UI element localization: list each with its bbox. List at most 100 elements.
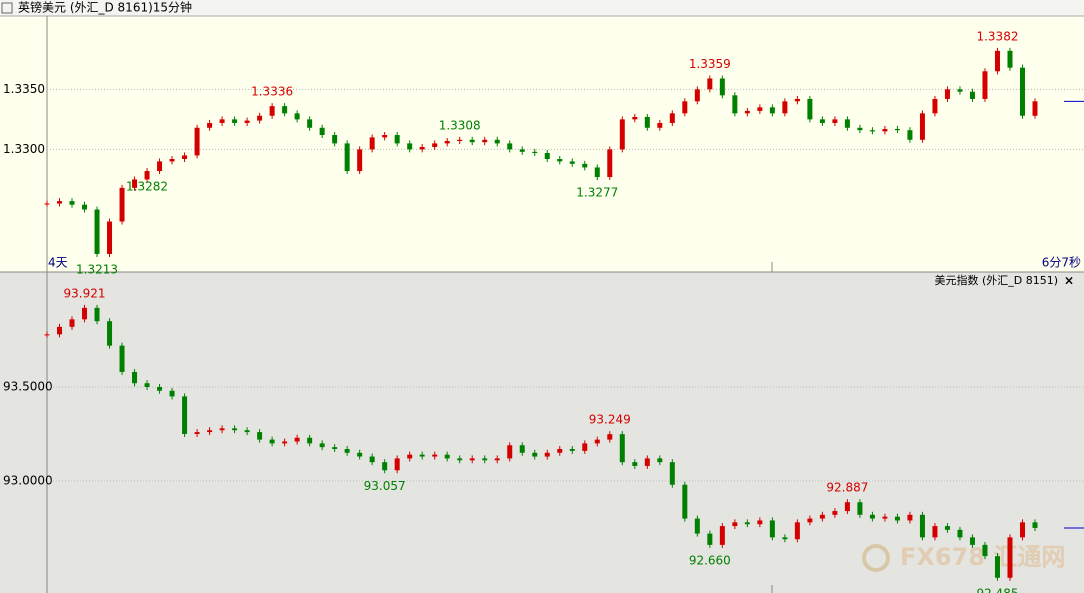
candle xyxy=(857,502,863,515)
candle xyxy=(744,110,750,114)
candle xyxy=(619,119,625,150)
candle xyxy=(469,139,475,143)
candle xyxy=(569,161,575,164)
candle xyxy=(607,434,613,440)
icon xyxy=(1,2,13,14)
candle xyxy=(807,98,813,120)
candle xyxy=(169,390,175,397)
candle xyxy=(782,537,788,540)
candle xyxy=(1007,50,1013,68)
candle xyxy=(557,449,563,453)
candle xyxy=(332,134,338,144)
candle xyxy=(82,204,88,210)
bottom-panel xyxy=(0,272,1084,593)
candle xyxy=(994,556,1000,578)
candle xyxy=(457,458,463,461)
candle xyxy=(494,458,500,461)
candle xyxy=(494,139,500,144)
candle xyxy=(794,522,800,540)
price-annotation: 1.3382 xyxy=(976,29,1018,43)
candle xyxy=(419,147,425,150)
candle xyxy=(757,520,763,525)
candle xyxy=(819,119,825,123)
candle xyxy=(132,179,138,188)
candle xyxy=(719,526,725,545)
price-annotation: 92.887 xyxy=(826,481,868,495)
candle xyxy=(657,122,663,128)
candle xyxy=(869,514,875,519)
candle xyxy=(357,149,363,172)
price-annotation: 1.3213 xyxy=(76,262,118,276)
price-annotation: 93.249 xyxy=(589,413,631,427)
candle xyxy=(832,119,838,123)
candle xyxy=(357,452,363,457)
candle xyxy=(507,445,513,459)
candle xyxy=(232,428,238,431)
candle xyxy=(169,159,175,162)
candle xyxy=(919,113,925,140)
candle xyxy=(582,443,588,451)
candle xyxy=(282,441,288,444)
candle xyxy=(669,462,675,485)
close-button[interactable]: × xyxy=(1064,274,1074,288)
candle xyxy=(882,128,888,132)
candle xyxy=(994,50,1000,72)
candle xyxy=(707,78,713,90)
candle xyxy=(682,484,688,519)
candle xyxy=(257,115,263,121)
candle xyxy=(132,371,138,384)
candle xyxy=(107,221,113,254)
y-tick-label: 1.3350 xyxy=(3,82,45,96)
candle xyxy=(657,458,663,463)
candle xyxy=(582,163,588,168)
candle xyxy=(482,139,488,143)
candle xyxy=(119,187,125,222)
candle xyxy=(632,462,638,466)
candle xyxy=(1019,67,1025,116)
candle xyxy=(369,137,375,150)
candle xyxy=(294,113,300,120)
candle xyxy=(219,119,225,123)
candle xyxy=(532,151,538,154)
candle xyxy=(919,514,925,538)
candle xyxy=(307,437,313,444)
candle xyxy=(719,78,725,96)
candle xyxy=(182,155,188,160)
candle xyxy=(732,522,738,527)
candle xyxy=(432,454,438,457)
candle xyxy=(394,458,400,471)
candle xyxy=(969,537,975,545)
candle xyxy=(769,520,775,538)
candle xyxy=(182,396,188,434)
candle xyxy=(144,383,150,387)
candle xyxy=(744,522,750,525)
candle xyxy=(982,71,988,99)
candle xyxy=(69,319,75,327)
candle xyxy=(644,116,650,128)
price-annotation: 93.921 xyxy=(64,286,106,300)
candle xyxy=(207,430,213,433)
candle xyxy=(319,127,325,135)
candle xyxy=(807,518,813,523)
candle xyxy=(507,143,513,150)
candle xyxy=(757,107,763,111)
candle xyxy=(957,89,963,92)
candle xyxy=(907,514,913,521)
candle xyxy=(519,445,525,453)
candle xyxy=(444,140,450,144)
candle xyxy=(257,432,263,440)
candle xyxy=(944,89,950,99)
candle xyxy=(932,526,938,538)
price-annotation: 1.3336 xyxy=(251,85,293,99)
candle xyxy=(569,449,575,451)
candle xyxy=(832,511,838,515)
candle xyxy=(319,443,325,448)
price-annotation: 92.485 xyxy=(976,586,1018,593)
candle xyxy=(944,526,950,530)
candle xyxy=(544,452,550,457)
candle xyxy=(1032,522,1038,528)
candle xyxy=(469,458,475,461)
candle xyxy=(194,127,200,156)
price-annotation: 1.3282 xyxy=(126,180,168,194)
